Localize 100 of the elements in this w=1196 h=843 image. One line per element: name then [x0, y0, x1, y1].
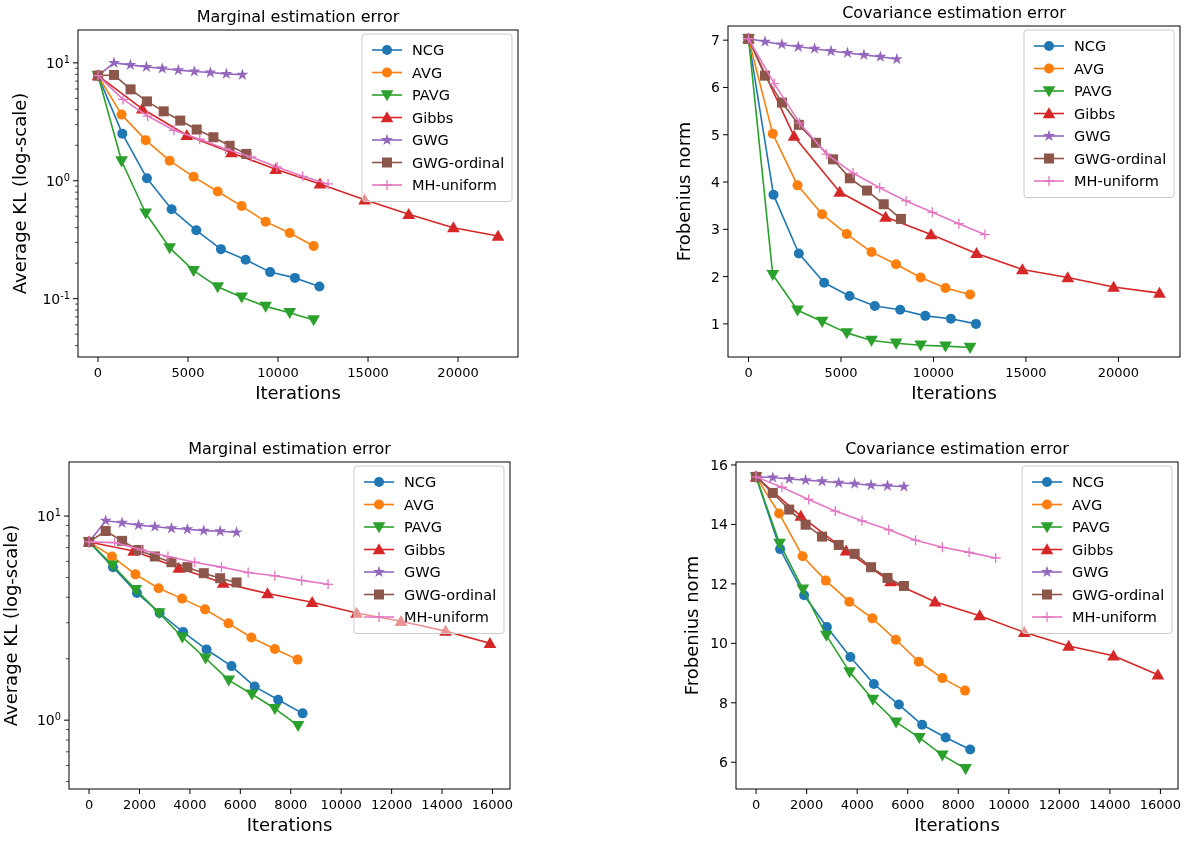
point	[215, 573, 226, 584]
x-tick-label: 2000	[790, 797, 824, 812]
point	[920, 310, 931, 321]
point	[187, 265, 200, 277]
point	[845, 652, 856, 663]
x-tick-label: 14000	[1089, 797, 1131, 812]
y-tick-label: 3	[711, 221, 720, 238]
y-tick-label: 7	[711, 32, 720, 49]
point	[879, 210, 892, 222]
x-tick-label: 5000	[824, 365, 858, 380]
point	[866, 562, 877, 573]
chart-title: Covariance estimation error	[842, 3, 1067, 22]
point	[116, 516, 129, 528]
x-tick-label: 12000	[1038, 797, 1081, 812]
y-tick-label: 16	[710, 456, 729, 473]
y-tick-label: 8	[719, 694, 728, 711]
x-tick-label: 5000	[171, 365, 205, 380]
point	[153, 583, 164, 594]
point	[817, 209, 828, 220]
y-tick-label: 10$^{-1}$	[42, 289, 70, 307]
point	[265, 267, 276, 278]
point	[166, 204, 177, 215]
point	[1151, 668, 1165, 680]
legend-label: GWG-ordinal	[412, 154, 505, 171]
legend-label: GWG-ordinal	[1074, 150, 1167, 167]
point	[874, 50, 887, 62]
point	[165, 521, 178, 534]
point	[261, 587, 274, 599]
legend-label: MH-uniform	[404, 609, 489, 625]
x-tick-label: 14000	[421, 797, 463, 812]
x-axis-title: Iterations	[914, 814, 1000, 835]
legend-label: PAVG	[412, 87, 450, 103]
point	[322, 578, 334, 590]
point	[766, 270, 780, 282]
point	[117, 93, 129, 106]
legend-label: GWG	[412, 132, 449, 148]
legend-label: MH-uniform	[1072, 609, 1157, 625]
point	[767, 128, 778, 139]
point	[792, 180, 803, 191]
point	[900, 195, 912, 207]
point	[960, 685, 971, 696]
x-tick-label: 20000	[437, 365, 479, 380]
x-tick-label: 15000	[1005, 365, 1047, 380]
point	[172, 63, 185, 76]
x-tick-label: 20000	[1097, 365, 1140, 380]
x-tick-label: 12000	[370, 797, 413, 812]
point	[844, 291, 855, 301]
point	[990, 552, 1002, 564]
point	[773, 538, 786, 550]
point	[230, 526, 243, 538]
point	[124, 58, 137, 70]
point	[322, 178, 334, 190]
point	[866, 247, 877, 258]
point	[307, 315, 321, 327]
point	[898, 580, 909, 591]
point	[913, 656, 924, 667]
point	[774, 508, 785, 519]
y-tick-label: 10$^{1}$	[36, 506, 61, 525]
point	[882, 572, 893, 583]
point	[963, 546, 975, 559]
point	[220, 67, 233, 79]
point	[116, 109, 127, 120]
point	[305, 595, 319, 607]
point	[893, 699, 904, 710]
point	[226, 661, 237, 672]
y-tick-label: 2	[711, 268, 720, 285]
point	[895, 213, 906, 224]
point	[222, 675, 236, 687]
point	[199, 653, 212, 665]
legend-label: NCG	[1074, 38, 1107, 54]
point	[767, 487, 778, 498]
point	[803, 493, 815, 506]
point	[208, 132, 219, 143]
y-tick-label: 10$^{1}$	[45, 53, 70, 71]
point	[164, 155, 175, 166]
point	[148, 520, 161, 532]
legend-label: NCG	[404, 474, 437, 490]
point	[912, 732, 926, 744]
x-tick-label: 2000	[122, 797, 157, 812]
point	[245, 151, 258, 163]
point	[817, 531, 828, 542]
point	[269, 644, 280, 655]
legend-label: Gibbs	[1072, 541, 1114, 558]
x-tick-label: 0	[84, 797, 94, 812]
point	[914, 340, 928, 352]
point	[849, 548, 860, 559]
point	[289, 272, 300, 283]
point	[132, 518, 145, 531]
x-tick-label: 6000	[891, 797, 925, 812]
point	[844, 596, 855, 607]
point	[141, 173, 152, 184]
point	[189, 556, 201, 568]
y-axis-title: Average KL (log-scale)	[9, 92, 30, 295]
point	[843, 667, 856, 679]
legend-label: NCG	[412, 42, 445, 58]
point	[808, 42, 821, 54]
point	[856, 515, 868, 527]
point	[775, 38, 788, 50]
legend-label: GWG	[1072, 564, 1109, 580]
point	[223, 618, 234, 629]
